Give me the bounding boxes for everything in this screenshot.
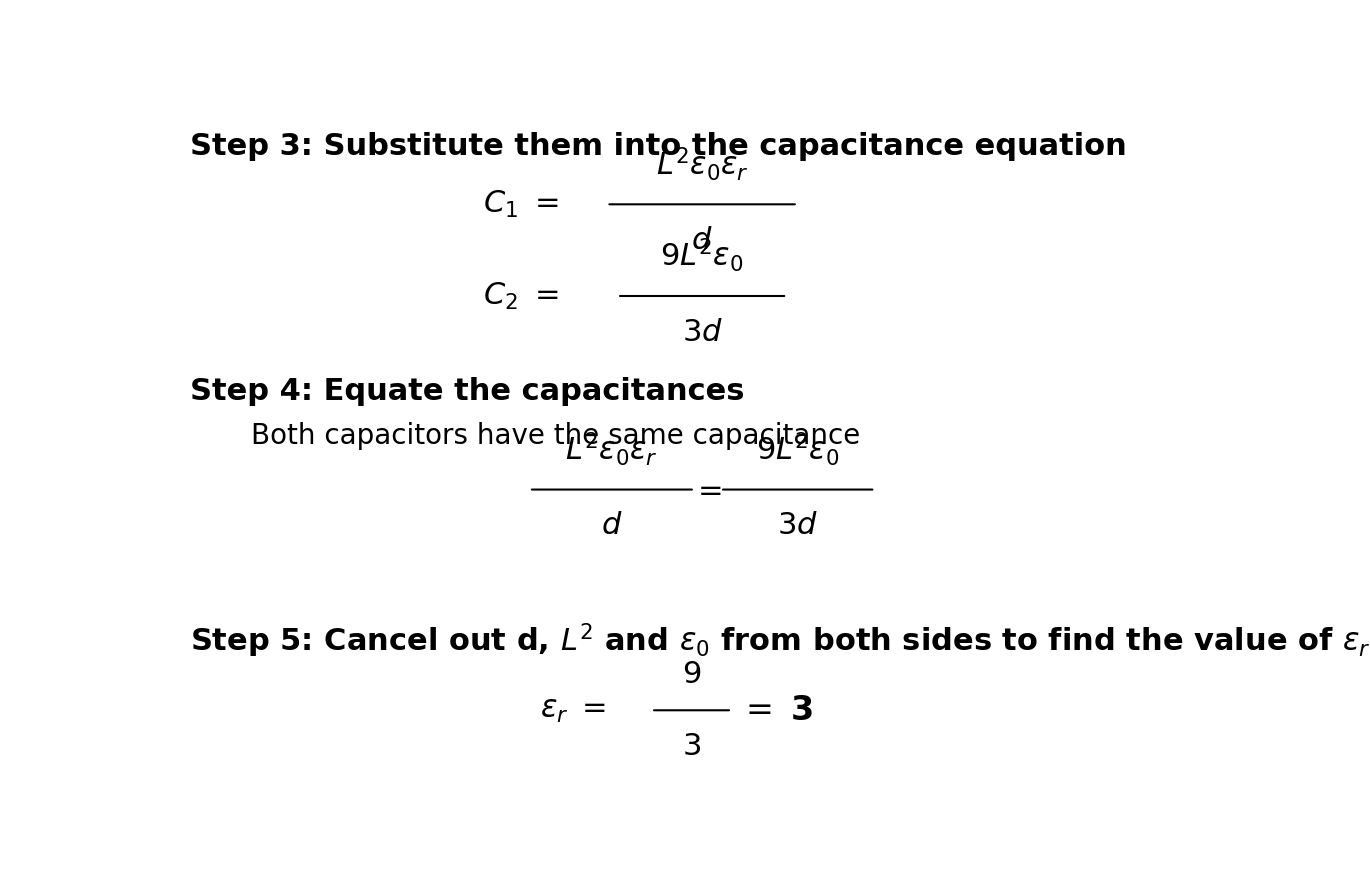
Text: $L^2\varepsilon_0\varepsilon_r$: $L^2\varepsilon_0\varepsilon_r$: [656, 145, 748, 183]
Text: $d$: $d$: [601, 512, 622, 541]
Text: $9$: $9$: [682, 660, 701, 689]
Text: $C_2\ =$: $C_2\ =$: [482, 280, 559, 311]
Text: $3d$: $3d$: [777, 512, 818, 541]
Text: $L^2\varepsilon_0\varepsilon_r$: $L^2\varepsilon_0\varepsilon_r$: [566, 430, 658, 467]
Text: Step 3: Substitute them into the capacitance equation: Step 3: Substitute them into the capacit…: [190, 131, 1128, 161]
Text: Step 5: Cancel out d, $L^2$ and $\varepsilon_0$ from both sides to find the valu: Step 5: Cancel out d, $L^2$ and $\vareps…: [190, 622, 1370, 661]
Text: $C_1\ =$: $C_1\ =$: [482, 189, 559, 220]
Text: $\varepsilon_r\ =$: $\varepsilon_r\ =$: [540, 696, 607, 725]
Text: Both capacitors have the same capacitance: Both capacitors have the same capacitanc…: [251, 422, 860, 450]
Text: $9L^2\varepsilon_0$: $9L^2\varepsilon_0$: [756, 430, 840, 467]
Text: $3$: $3$: [682, 732, 701, 761]
Text: Step 4: Equate the capacitances: Step 4: Equate the capacitances: [190, 377, 745, 407]
Text: $9L^2\varepsilon_0$: $9L^2\varepsilon_0$: [660, 236, 744, 274]
Text: $d$: $d$: [692, 226, 712, 255]
Text: $=$: $=$: [692, 475, 722, 504]
Text: $=\ \mathbf{3}$: $=\ \mathbf{3}$: [740, 694, 814, 727]
Text: $3d$: $3d$: [682, 318, 722, 347]
